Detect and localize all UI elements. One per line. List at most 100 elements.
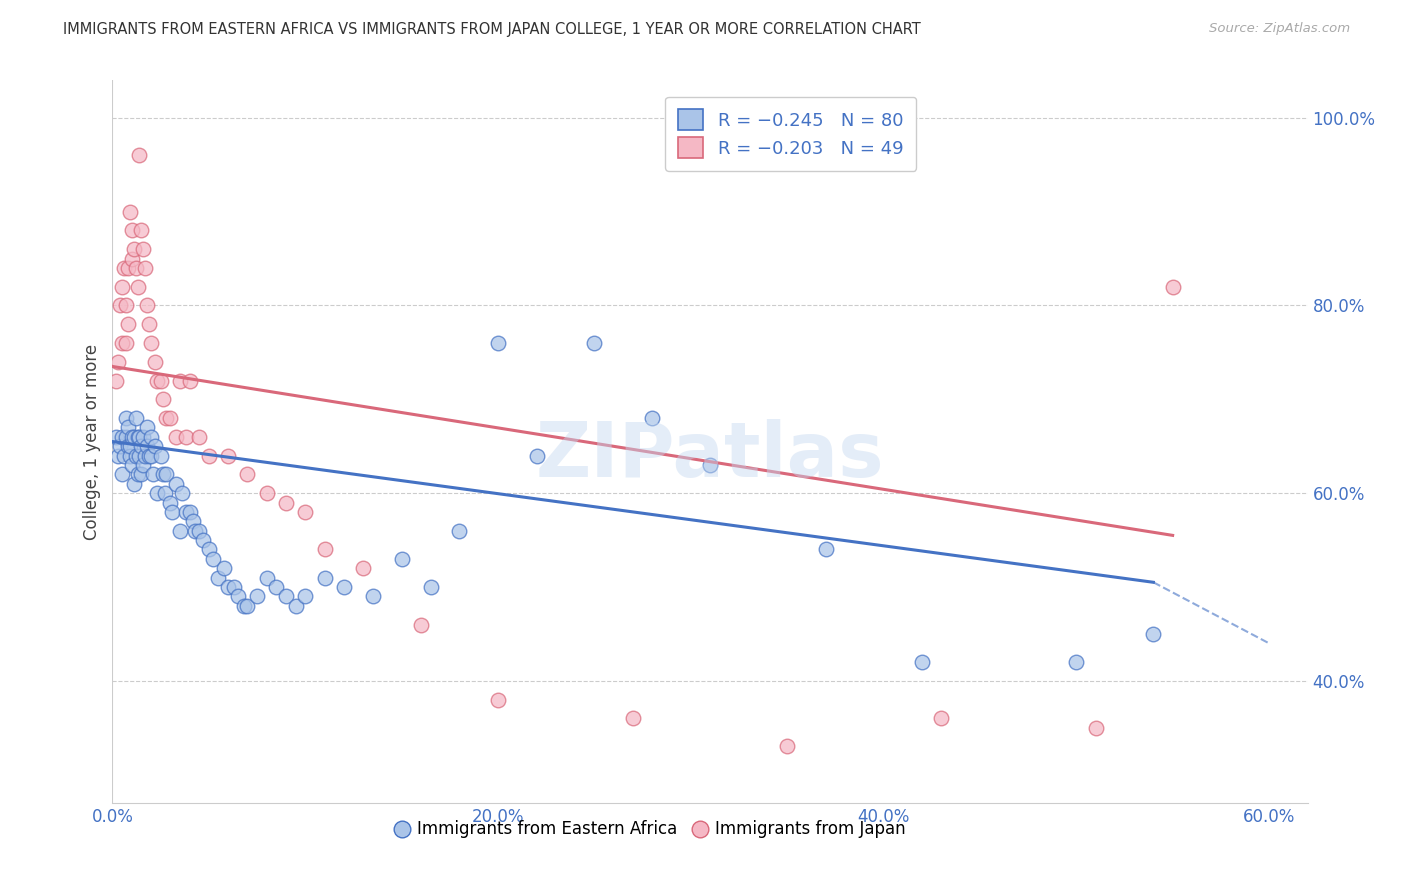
Point	[333, 580, 356, 594]
Point	[149, 449, 172, 463]
Point	[217, 449, 239, 463]
Point	[201, 551, 224, 566]
Text: IMMIGRANTS FROM EASTERN AFRICA VS IMMIGRANTS FROM JAPAN COLLEGE, 1 YEAR OR MORE : IMMIGRANTS FROM EASTERN AFRICA VS IMMIGR…	[63, 22, 921, 37]
Point	[117, 318, 139, 332]
Point	[165, 476, 187, 491]
Point	[621, 711, 644, 725]
Point	[122, 476, 145, 491]
Point	[1142, 627, 1164, 641]
Point	[121, 252, 143, 266]
Point	[111, 467, 134, 482]
Point	[139, 449, 162, 463]
Point	[256, 571, 278, 585]
Point	[117, 260, 139, 275]
Point	[139, 336, 162, 351]
Point	[274, 590, 297, 604]
Point	[174, 430, 197, 444]
Point	[409, 617, 432, 632]
Point	[284, 599, 307, 613]
Point	[142, 467, 165, 482]
Point	[419, 580, 441, 594]
Point	[128, 148, 150, 162]
Y-axis label: College, 1 year or more: College, 1 year or more	[83, 343, 101, 540]
Point	[121, 223, 143, 237]
Point	[159, 495, 181, 509]
Point	[124, 449, 146, 463]
Point	[179, 505, 201, 519]
Point	[170, 486, 193, 500]
Point	[121, 458, 143, 472]
Point	[352, 561, 374, 575]
Point	[132, 242, 155, 256]
Point	[131, 223, 153, 237]
Point	[155, 467, 177, 482]
Point	[131, 467, 153, 482]
Point	[931, 711, 953, 725]
Point	[198, 542, 221, 557]
Point	[699, 458, 721, 472]
Point	[115, 411, 138, 425]
Point	[152, 467, 174, 482]
Point	[115, 336, 138, 351]
Point	[179, 374, 201, 388]
Point	[274, 495, 297, 509]
Point	[143, 439, 166, 453]
Point	[217, 580, 239, 594]
Point	[122, 430, 145, 444]
Text: ZIPatlas: ZIPatlas	[536, 419, 884, 493]
Point	[111, 336, 134, 351]
Point	[122, 242, 145, 256]
Point	[146, 486, 169, 500]
Point	[152, 392, 174, 407]
Point	[127, 467, 149, 482]
Point	[641, 411, 664, 425]
Point	[391, 551, 413, 566]
Point	[128, 430, 150, 444]
Point	[159, 411, 181, 425]
Point	[138, 449, 160, 463]
Point	[236, 467, 259, 482]
Point	[118, 449, 141, 463]
Point	[226, 590, 249, 604]
Point	[814, 542, 837, 557]
Point	[486, 336, 509, 351]
Point	[136, 420, 159, 434]
Point	[256, 486, 278, 500]
Point	[112, 449, 135, 463]
Point	[136, 439, 159, 453]
Point	[124, 411, 146, 425]
Legend: Immigrants from Eastern Africa, Immigrants from Japan: Immigrants from Eastern Africa, Immigran…	[388, 814, 912, 845]
Point	[124, 260, 146, 275]
Point	[128, 449, 150, 463]
Point	[112, 260, 135, 275]
Point	[266, 580, 288, 594]
Point	[155, 411, 177, 425]
Point	[118, 204, 141, 219]
Point	[1064, 655, 1087, 669]
Point	[127, 279, 149, 293]
Point	[222, 580, 245, 594]
Point	[1084, 721, 1107, 735]
Point	[134, 449, 156, 463]
Point	[131, 439, 153, 453]
Point	[207, 571, 229, 585]
Point	[138, 318, 160, 332]
Point	[184, 524, 207, 538]
Point	[111, 430, 134, 444]
Point	[314, 571, 336, 585]
Point	[121, 430, 143, 444]
Point	[294, 590, 316, 604]
Point	[139, 430, 162, 444]
Point	[105, 374, 128, 388]
Point	[134, 260, 156, 275]
Point	[143, 355, 166, 369]
Point	[107, 355, 129, 369]
Point	[115, 298, 138, 312]
Point	[776, 739, 799, 754]
Point	[188, 524, 211, 538]
Text: Source: ZipAtlas.com: Source: ZipAtlas.com	[1209, 22, 1350, 36]
Point	[153, 486, 176, 500]
Point	[162, 505, 183, 519]
Point	[214, 561, 236, 575]
Point	[314, 542, 336, 557]
